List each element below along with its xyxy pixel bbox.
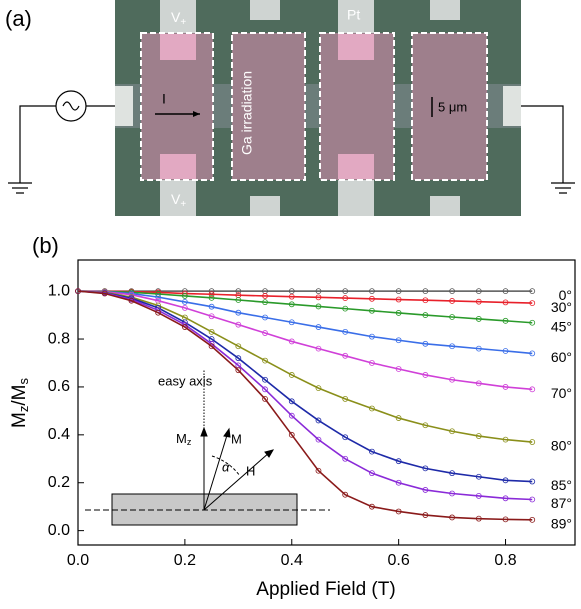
data-point xyxy=(262,396,268,402)
series-label: 30° xyxy=(551,299,572,315)
data-point xyxy=(315,436,322,443)
fit-line xyxy=(77,290,533,521)
x-tick-label: 0.6 xyxy=(388,552,410,569)
series-label: 60° xyxy=(551,349,572,365)
y-tick-label: 0.8 xyxy=(48,330,70,347)
y-axis-label: /M xyxy=(9,385,30,406)
data-point xyxy=(155,309,162,316)
arrowhead xyxy=(193,111,200,117)
x-tick-label: 0.4 xyxy=(281,552,303,569)
x-tick-label: 0.2 xyxy=(174,552,196,569)
data-point xyxy=(181,324,188,330)
inset-label: easy axis xyxy=(158,373,213,388)
panel-label: (a) xyxy=(5,6,32,31)
scale-label: 5 μm xyxy=(438,99,467,114)
data-point xyxy=(235,343,242,350)
probe-label: + xyxy=(180,17,186,28)
inset-label: H xyxy=(246,463,255,478)
data-point xyxy=(342,396,349,402)
x-tick-label: 0.0 xyxy=(67,552,89,569)
y-tick-label: 0.0 xyxy=(48,522,70,539)
data-point xyxy=(288,412,295,419)
fit-line xyxy=(77,290,533,391)
series-label: 45° xyxy=(551,318,572,334)
probe-label: V+ xyxy=(171,191,186,210)
y-tick-label: 0.6 xyxy=(48,378,70,395)
data-point xyxy=(342,455,349,462)
data-point xyxy=(208,328,215,335)
inset-label: α xyxy=(222,459,230,474)
x-tick-label: 0.8 xyxy=(494,552,516,569)
data-point xyxy=(369,470,375,477)
fit-line xyxy=(77,290,533,443)
y-tick-label: 1.0 xyxy=(48,282,70,299)
probe-label: V xyxy=(171,191,181,207)
inset-label: Mz xyxy=(176,431,192,447)
y-tick-label: 0.4 xyxy=(48,426,70,443)
series-label: 85° xyxy=(551,477,572,493)
data-point xyxy=(342,434,349,441)
probe-label: + xyxy=(180,199,186,210)
y-axis-label: s xyxy=(16,378,31,385)
fit-line xyxy=(77,290,533,501)
pad xyxy=(503,86,521,126)
current-label: I xyxy=(162,91,166,107)
y-tick-label: 0.2 xyxy=(48,474,70,491)
series-label: 89° xyxy=(551,516,572,532)
irradiation-label: Ga irradiation xyxy=(239,71,255,155)
probe-label: V xyxy=(171,9,181,25)
data-point xyxy=(208,343,215,350)
probe-label: V+ xyxy=(171,9,186,28)
inset-label: M xyxy=(231,431,242,446)
inset-label: M xyxy=(176,431,187,446)
series-label: 87° xyxy=(551,495,572,511)
fit-line xyxy=(77,290,533,355)
fit-line xyxy=(77,290,533,324)
data-point xyxy=(369,405,375,412)
probes xyxy=(160,0,460,216)
fit-line xyxy=(78,290,533,304)
data-point xyxy=(262,376,268,383)
series-label: 0° xyxy=(559,287,572,303)
pink-pads xyxy=(160,34,374,179)
circuit xyxy=(8,90,575,194)
plot-frame xyxy=(77,259,576,546)
data-point xyxy=(315,385,322,392)
inset-label: z xyxy=(187,437,192,447)
data-point xyxy=(262,357,268,364)
data-point xyxy=(288,398,295,405)
series-label: 70° xyxy=(551,385,572,401)
y-axis-label: z xyxy=(16,406,31,413)
data-point xyxy=(235,355,242,362)
plot: 0.0 0.2 0.4 0.6 0.8 0.0 0.2 0.4 0.6 0.8 1.0 0°30° 45… xyxy=(48,282,572,569)
fit-line xyxy=(77,290,533,483)
series-label: 80° xyxy=(551,438,572,454)
y-axis-label: M xyxy=(9,412,30,428)
panel-label: (b) xyxy=(32,233,59,258)
data-point xyxy=(288,431,295,438)
data-point xyxy=(288,372,295,378)
data-point xyxy=(369,448,375,455)
inset xyxy=(85,370,330,526)
data-point xyxy=(262,386,268,393)
data-point xyxy=(342,491,349,498)
x-axis-label: Applied Field (T) xyxy=(256,579,395,600)
data-point xyxy=(315,467,322,474)
data-point xyxy=(235,367,242,374)
y-axis-label: Mz/Ms xyxy=(9,378,31,428)
material-label: Pt xyxy=(347,7,360,23)
data-point xyxy=(315,417,322,424)
pad xyxy=(115,86,133,126)
